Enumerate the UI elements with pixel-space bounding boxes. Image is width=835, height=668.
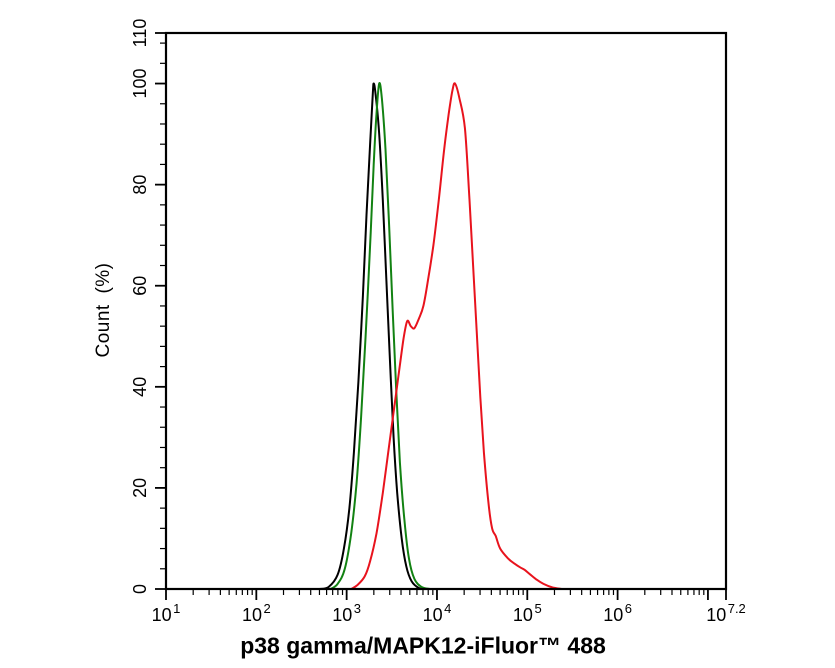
x-tick-label: 10 3 [332,601,361,625]
y-tick-label: 20 [130,478,150,498]
x-tick-label: 10 5 [513,601,542,625]
curve-green-curve [329,81,431,590]
axis-ticks [155,32,727,600]
x-tick-label: 10 7.2 [706,601,746,625]
curve-red-curve [350,82,563,590]
y-axis-label: Count (%) [93,262,114,358]
x-tick-label: 10 6 [603,601,632,625]
curve-black-curve [318,82,428,590]
x-tick-labels: 10 1 10 2 10 3 10 4 10 5 10 6 10 7.2 [152,601,746,625]
y-tick-label: 110 [130,19,150,48]
x-tick-label: 10 2 [242,601,271,625]
y-tick-label: 100 [130,68,150,98]
y-tick-label: 0 [130,584,150,594]
y-tick-labels: 0 20 40 60 80 100 110 [130,19,150,594]
x-axis-title: p38 gamma/MAPK12-iFluor™ 488 [240,632,606,659]
y-tick-label: 40 [130,377,150,397]
x-tick-label: 10 4 [423,601,452,625]
plot-frame [164,31,728,591]
x-tick-label: 10 1 [152,601,181,625]
y-tick-label: 60 [130,276,150,296]
y-tick-label: 80 [130,175,150,195]
curves [318,81,563,590]
